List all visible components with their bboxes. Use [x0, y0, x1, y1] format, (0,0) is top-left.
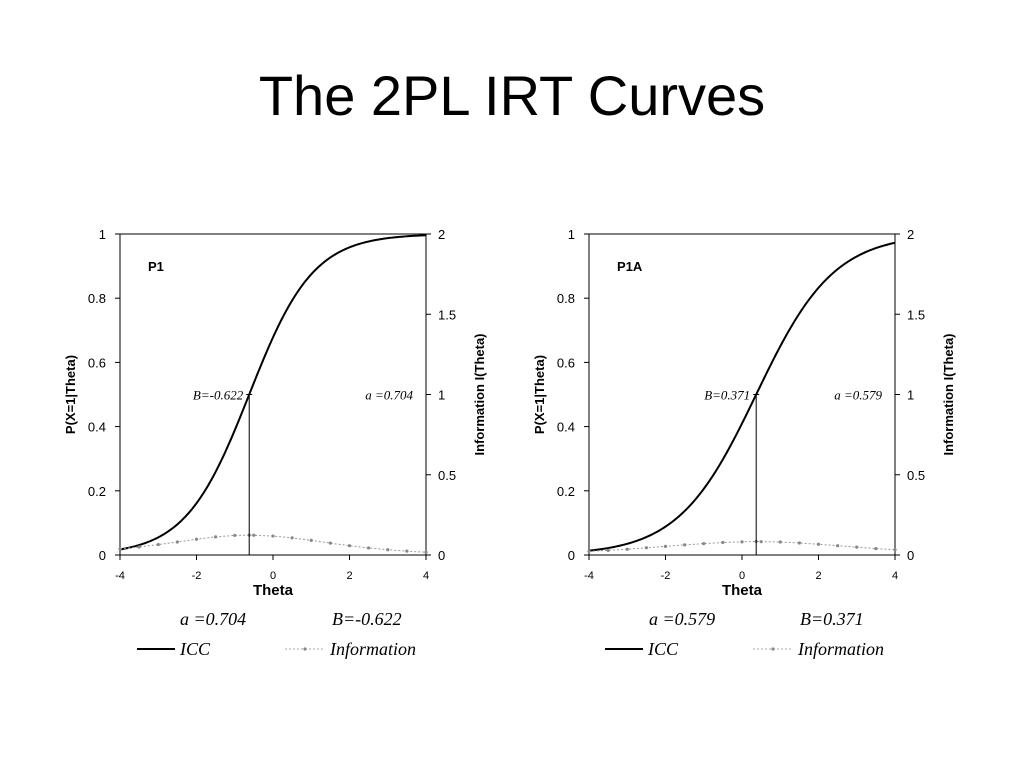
chart-2-right-tick-label: 2 — [907, 227, 914, 242]
chart-2-x-tick-label: 4 — [892, 570, 898, 582]
chart-2-a-annotation: a =0.579 — [834, 388, 882, 403]
chart-2-icc-curve — [588, 241, 896, 552]
chart-2-left-tick-label: 0 — [568, 548, 575, 563]
chart-2-x-tick-label: -4 — [584, 570, 594, 582]
chart-1-a-annotation: a =0.704 — [365, 388, 413, 403]
chart-2-legend-info-marker — [771, 647, 775, 651]
chart-2-left-tick-label: 0.6 — [557, 355, 575, 370]
chart-2-caption-a: a =0.579 — [649, 609, 715, 629]
chart-1-right-tick-label: 0.5 — [438, 468, 456, 483]
chart-1-caption-a: a =0.704 — [180, 609, 246, 629]
chart-1-left-tick-label: 0.8 — [88, 291, 106, 306]
chart-2-information-point — [606, 548, 610, 552]
chart-2-caption-b: B=0.371 — [800, 609, 864, 629]
chart-2-information-point — [836, 544, 840, 548]
chart-1-left-tick-label: 0.2 — [88, 484, 106, 499]
chart-2-information-point — [874, 546, 878, 551]
chart-1-right-tick-label: 1 — [438, 388, 445, 403]
chart-2-panel-label: P1A — [617, 259, 643, 274]
chart-1-legend-info-marker — [303, 647, 307, 651]
chart-2-x-tick-label: 0 — [739, 570, 745, 582]
chart-2-information-point — [721, 540, 725, 545]
chart-2-information-point — [663, 544, 668, 548]
chart-1-information-point — [156, 542, 160, 547]
chart-1-x-tick-label: 0 — [270, 570, 276, 582]
chart-2-group: 0 0.2 0.4 0.6 0.8 1 0 0.5 1 1.5 2 -4 -2 0 2 4 Theta P(X=1… — [532, 227, 956, 659]
chart-2-left-tick-label: 0.2 — [557, 484, 575, 499]
chart-2-right-tick-label: 1 — [907, 388, 914, 403]
chart-1-information-point — [137, 545, 141, 549]
chart-2-information-point — [855, 545, 859, 549]
chart-1-information-point — [175, 540, 179, 544]
chart-1-x-tick-label: 2 — [346, 570, 352, 582]
chart-1-information-line — [119, 534, 427, 553]
chart-2-x-axis-label: Theta — [722, 582, 763, 599]
chart-1-left-axis-label: P(X=1|Theta) — [63, 355, 78, 434]
chart-1-information-point — [271, 534, 275, 538]
chart-2-information-point — [816, 542, 821, 546]
chart-1-left-tick-label: 0 — [99, 548, 106, 563]
chart-1-right-tick-label: 2 — [438, 227, 445, 242]
chart-1-information-point — [252, 533, 256, 537]
chart-2-right-axis-label: Information I(Theta) — [941, 333, 956, 455]
chart-1-x-tick-label: -4 — [115, 570, 125, 582]
chart-1-information-point — [367, 546, 371, 550]
chart-1-icc-curve — [119, 234, 427, 551]
chart-1-b-annotation: B=-0.622 — [193, 388, 244, 403]
chart-2-right-tick-label: 0 — [907, 548, 914, 563]
chart-1-information-point — [290, 536, 294, 540]
chart-1-information-point — [405, 549, 409, 553]
chart-2-left-axis-label: P(X=1|Theta) — [532, 355, 547, 434]
chart-2-legend-info-label: Information — [797, 639, 884, 659]
chart-2-information-point — [587, 549, 591, 553]
chart-2-left-tick-label: 1 — [568, 227, 575, 242]
chart-1-information-point — [214, 535, 218, 539]
chart-2-information-point — [702, 542, 706, 546]
chart-1-left-tick-label: 0.4 — [88, 420, 106, 435]
chart-2-left-tick-label: 0.4 — [557, 420, 575, 435]
chart-1-information-point — [233, 533, 237, 538]
chart-1-right-axis-label: Information I(Theta) — [472, 333, 487, 455]
chart-1-left-tick-label: 1 — [99, 227, 106, 242]
chart-1-panel-label: P1 — [148, 259, 164, 274]
chart-1-left-tick-label: 0.6 — [88, 355, 106, 370]
chart-2-information-point — [759, 540, 763, 544]
chart-1-information-point — [194, 537, 199, 541]
chart-2-information-point — [797, 541, 801, 545]
chart-1-caption-b: B=-0.622 — [332, 609, 402, 629]
chart-1-legend-info-label: Information — [329, 639, 416, 659]
chart-2-right-tick-label: 1.5 — [907, 307, 925, 322]
chart-2-b-annotation: B=0.371 — [704, 388, 750, 403]
chart-1-information-point — [424, 550, 428, 554]
chart-1-right-tick-label: 0 — [438, 548, 445, 563]
chart-2-information-point — [625, 547, 629, 551]
chart-2-information-point — [644, 546, 648, 550]
chart-2-right-tick-label: 0.5 — [907, 468, 925, 483]
chart-1-x-axis-label: Theta — [253, 582, 294, 599]
chart-2-information-line — [588, 541, 896, 552]
chart-1-information-point — [118, 547, 122, 551]
chart-2-x-tick-label: 2 — [815, 570, 821, 582]
chart-1-information-point — [386, 548, 390, 552]
chart-1-information-point — [347, 544, 352, 548]
chart-2-x-tick-label: -2 — [661, 570, 671, 582]
chart-2-legend-icc-label: ICC — [647, 639, 679, 659]
chart-2-information-point — [778, 540, 782, 544]
chart-1-group: 0 0.2 0.4 0.6 0.8 1 0 0.5 1 1.5 2 -4 -2 0 2 4 Theta P(X=1… — [63, 227, 487, 659]
chart-2-information-point — [683, 543, 687, 547]
chart-1-information-point — [328, 541, 332, 545]
chart-1-legend-icc-label: ICC — [179, 639, 211, 659]
chart-2-information-point — [740, 540, 744, 544]
chart-2-information-point — [893, 548, 897, 552]
chart-1-right-tick-label: 1.5 — [438, 307, 456, 322]
chart-1-x-tick-label: -2 — [192, 570, 202, 582]
chart-2-left-tick-label: 0.8 — [557, 291, 575, 306]
chart-1-information-point — [309, 538, 313, 542]
slide-title: The 2PL IRT Curves — [258, 64, 766, 127]
chart-1-x-tick-label: 4 — [423, 570, 429, 582]
